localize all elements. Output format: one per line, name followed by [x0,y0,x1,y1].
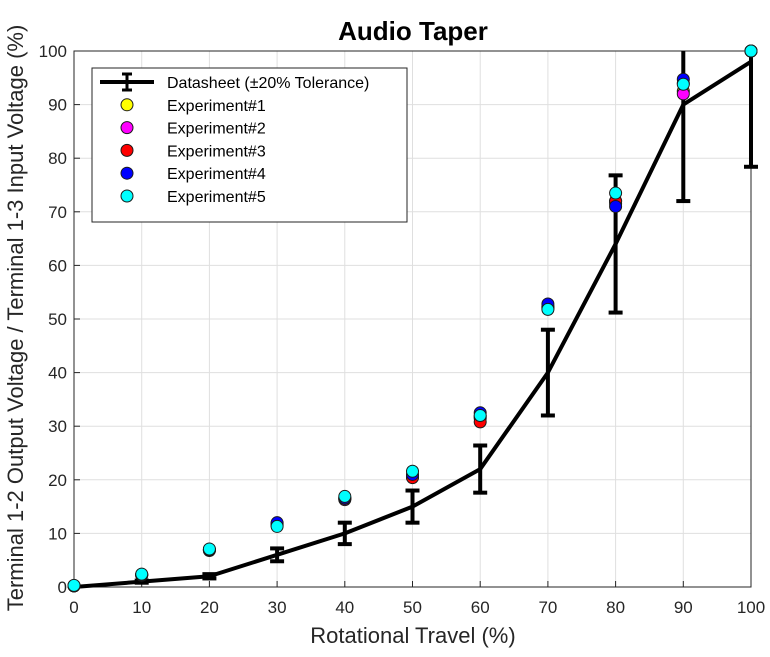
data-point [270,519,284,533]
error-bar [202,572,217,581]
x-tick-label: 90 [674,598,693,617]
x-tick-label: 70 [538,598,557,617]
legend-entry: Experiment#4 [120,166,266,183]
legend-entry: Experiment#1 [120,98,266,115]
x-tick-label: 100 [737,598,765,617]
y-tick-label: 100 [39,42,67,61]
error-bar [744,51,758,169]
x-axis-label: Rotational Travel (%) [310,623,515,648]
y-tick-label: 70 [48,203,67,222]
legend-box [91,67,408,223]
y-axis-label: Terminal 1-2 Output Voltage / Terminal 1… [3,25,28,612]
y-axis: 0 10 20 30 40 50 60 70 80 90 100 [39,42,80,597]
x-tick-label: 50 [403,598,422,617]
series-experiment-5 [67,44,758,592]
data-point [676,77,690,91]
y-tick-label: 10 [48,524,67,543]
chart-title: Audio Taper [338,16,488,46]
data-point [609,199,623,213]
error-bar [540,327,555,418]
x-axis: 0 10 20 30 40 50 60 70 80 90 100 [69,581,765,617]
error-bar [473,443,488,495]
legend-label: Datasheet (±20% Tolerance) [167,75,369,92]
error-bar [337,520,352,547]
y-tick-label: 30 [48,417,67,436]
x-tick-label: 20 [200,598,219,617]
y-tick-label: 20 [48,471,67,490]
data-point [202,542,216,556]
y-tick-label: 90 [48,96,67,115]
y-tick-label: 40 [48,364,67,383]
data-point [338,489,352,503]
legend-entry: Experiment#5 [120,189,266,206]
legend-entry: Experiment#2 [120,121,266,138]
legend-marker [120,121,134,135]
legend-entry-datasheet: Datasheet (±20% Tolerance) [100,72,369,92]
legend-marker [120,143,134,157]
x-tick-label: 40 [335,598,354,617]
data-point [135,567,149,581]
y-tick-label: 0 [58,578,67,597]
legend-label: Experiment#3 [167,143,266,160]
data-point [473,408,487,422]
legend-marker [120,98,134,112]
legend-marker [120,189,134,203]
x-tick-label: 10 [132,598,151,617]
legend-label: Experiment#1 [167,98,266,115]
data-point [609,186,623,200]
data-point [67,578,81,592]
legend-label: Experiment#4 [167,166,266,183]
legend-marker [120,166,134,180]
data-point [541,302,555,316]
y-tick-label: 50 [48,310,67,329]
error-bar [405,488,420,525]
y-tick-label: 80 [48,149,67,168]
x-tick-label: 80 [606,598,625,617]
x-tick-label: 60 [471,598,490,617]
experiment-markers [67,44,758,593]
x-tick-label: 0 [69,598,78,617]
x-tick-label: 30 [268,598,287,617]
legend-entry: Experiment#3 [120,143,266,160]
error-bar [270,546,285,564]
legend-label: Experiment#2 [167,121,266,138]
legend: Datasheet (±20% Tolerance) Experiment#1 Ex… [91,67,408,223]
legend-label: Experiment#5 [167,189,266,206]
data-point [406,464,419,478]
y-tick-label: 60 [48,256,67,275]
data-point [744,44,758,58]
